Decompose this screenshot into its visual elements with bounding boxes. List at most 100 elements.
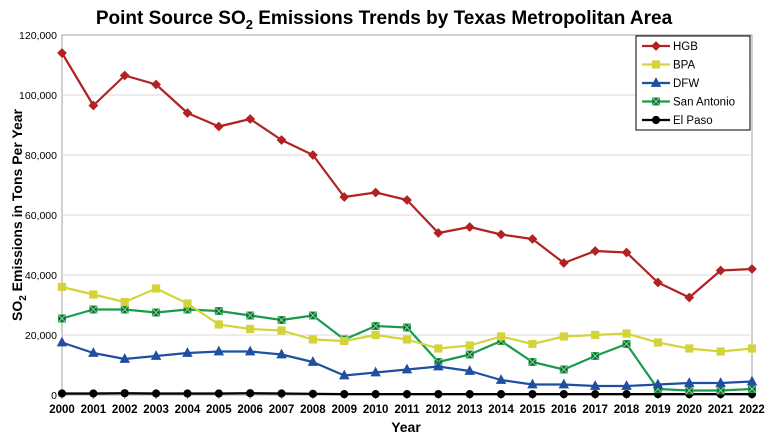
- dfw-point: [652, 378, 664, 389]
- hgb-point: [621, 247, 632, 258]
- san-antonio-point: [120, 305, 129, 314]
- dfw-point: [119, 353, 130, 363]
- x-tick-label: 2003: [143, 404, 169, 416]
- hgb-point: [527, 234, 538, 244]
- x-tick-label: 2017: [582, 404, 608, 416]
- dfw-point: [276, 348, 287, 359]
- dfw-point: [558, 378, 570, 389]
- x-axis-ticks: 2000 2001 2002 2003 2004 2005 2006 2007 2008 2009…: [49, 395, 765, 416]
- san-antonio-point: [277, 316, 286, 324]
- x-tick-label: 2002: [112, 404, 138, 416]
- hgb-point: [464, 222, 475, 232]
- dfw-point: [244, 345, 256, 356]
- chart-title-rest: Emissions Trends by Texas Metropolitan A…: [253, 8, 673, 29]
- bpa-point: [716, 347, 725, 356]
- dfw-point: [621, 380, 632, 390]
- dfw-point: [213, 345, 225, 356]
- legend-item-san-antonio: San Antonio: [642, 97, 735, 109]
- dfw-point: [150, 350, 162, 360]
- hgb-point: [402, 195, 412, 205]
- y-tick-label: 20,000: [25, 330, 57, 342]
- hgb-point: [339, 192, 350, 202]
- hgb-point: [182, 108, 193, 118]
- dfw-point: [715, 377, 726, 387]
- el-paso-point: [120, 389, 129, 398]
- legend-label: HGB: [673, 41, 698, 53]
- san-antonio-point: [152, 308, 161, 317]
- hgb-point: [433, 228, 444, 238]
- x-tick-label: 2018: [614, 404, 640, 416]
- x-tick-label: 2006: [237, 404, 263, 416]
- bpa-point: [246, 324, 255, 334]
- dfw-point: [307, 356, 319, 366]
- el-paso-point: [214, 389, 223, 398]
- legend-swatch-marker: [650, 77, 662, 87]
- x-tick-label: 2013: [457, 404, 483, 416]
- bpa-point: [434, 344, 443, 353]
- x-axis-label: Year: [391, 419, 421, 435]
- el-paso-point: [496, 390, 506, 399]
- el-paso-point: [246, 389, 255, 398]
- san-antonio-point: [465, 350, 474, 359]
- legend-label: DFW: [673, 78, 699, 90]
- san-antonio-point: [748, 385, 756, 393]
- hgb-point: [213, 121, 224, 132]
- hgb-point: [715, 265, 726, 276]
- x-tick-label: 2016: [551, 404, 577, 416]
- bpa-point: [308, 335, 318, 344]
- y-tick-label: 40,000: [25, 270, 57, 282]
- el-paso-point: [371, 390, 380, 399]
- legend-item-bpa: BPA: [642, 60, 695, 72]
- legend-swatch-marker: [651, 41, 661, 51]
- el-paso-point: [591, 390, 600, 399]
- dfw-point: [56, 336, 68, 347]
- x-tick-label: 2021: [708, 404, 734, 416]
- x-tick-label: 2015: [520, 404, 546, 416]
- legend-label: San Antonio: [673, 97, 735, 109]
- y-axis-label-rest: Emissions in Tons Per Year: [9, 108, 25, 295]
- dfw-point: [88, 347, 99, 357]
- legend-swatch-marker: [651, 60, 661, 69]
- san-antonio-point: [559, 365, 568, 374]
- y-tick-label: 60,000: [25, 210, 57, 222]
- y-tick-label: 100,000: [19, 90, 57, 102]
- dfw-point: [589, 380, 601, 390]
- dfw-point: [433, 360, 444, 371]
- legend-label: El Paso: [673, 115, 713, 127]
- hgb-point: [276, 135, 287, 145]
- bpa-point: [653, 338, 663, 347]
- san-antonio-point: [214, 307, 223, 315]
- el-paso-point: [402, 390, 412, 399]
- legend-item-dfw: DFW: [642, 77, 699, 90]
- san-antonio-point: [371, 322, 380, 330]
- x-tick-label: 2000: [49, 404, 75, 416]
- bpa-point: [340, 336, 349, 346]
- el-paso-point: [183, 389, 192, 398]
- bpa-point: [496, 332, 506, 341]
- hgb-point: [684, 292, 695, 303]
- hgb-point: [88, 100, 99, 111]
- hgb-point: [590, 246, 601, 256]
- chart-title: Point Source SO2 Emissions Trends by Tex…: [96, 8, 673, 32]
- bpa-point: [528, 339, 537, 349]
- bpa-point: [685, 344, 694, 353]
- bpa-point: [277, 326, 286, 335]
- legend-item-el-paso: El Paso: [642, 115, 713, 127]
- hgb-point: [245, 114, 256, 124]
- san-antonio-point: [246, 311, 255, 320]
- x-tick-label: 2010: [363, 404, 389, 416]
- el-paso-point: [89, 389, 98, 398]
- legend-swatch-marker: [651, 115, 661, 125]
- dfw-point: [684, 377, 695, 387]
- y-axis-label-subscript: 2: [18, 295, 29, 301]
- x-tick-label: 2020: [676, 404, 702, 416]
- bpa-point: [183, 299, 192, 308]
- y-axis-ticks: 0 20,000 40,000 60,000 80,000 100,000 120,000: [19, 30, 57, 402]
- san-antonio-point: [528, 358, 537, 366]
- x-tick-label: 2009: [331, 404, 357, 416]
- series-san-antonio: [58, 305, 756, 395]
- san-antonio-point: [716, 386, 725, 395]
- hgb-point: [496, 229, 506, 240]
- series-bpa: [57, 282, 757, 356]
- dfw-point: [495, 374, 507, 384]
